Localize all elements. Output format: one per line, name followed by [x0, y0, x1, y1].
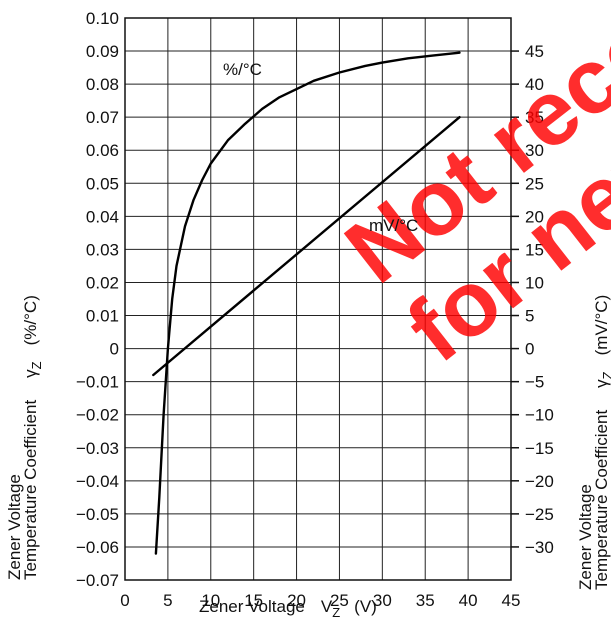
- right-y-tick-label: 10: [525, 273, 544, 292]
- chart-grid: [124, 17, 512, 581]
- left-y-tick-label: 0.10: [86, 9, 119, 28]
- right-y-tick-label: 25: [525, 174, 544, 193]
- series-line-mv: [152, 115, 461, 377]
- right-y-tick-label: −5: [525, 373, 544, 392]
- left-axis-title-line-2: Temperature Coefficient γZ (%/°C): [21, 295, 44, 580]
- series-label-mv: mV/°C: [369, 216, 418, 235]
- x-tick-label: 0: [120, 591, 129, 610]
- left-axis-title-line-1: Zener Voltage: [5, 474, 24, 580]
- left-y-tick-label: 0.07: [86, 108, 119, 127]
- right-axis-title-subscript: Z: [600, 371, 611, 379]
- right-y-tick-label: −25: [525, 505, 554, 524]
- x-tick-label: 45: [502, 591, 521, 610]
- left-y-tick-label: 0.06: [86, 141, 119, 160]
- right-y-tick-label: 0: [525, 340, 534, 359]
- right-y-tick-label: 15: [525, 240, 544, 259]
- x-tick-label: 25: [330, 591, 349, 610]
- left-y-tick-label: 0.03: [86, 240, 119, 259]
- left-axis-title-text: Temperature Coefficient: [21, 400, 40, 580]
- right-y-tick-label: 45: [525, 42, 544, 61]
- right-y-tick-label: 20: [525, 207, 544, 226]
- watermark: Not recommended for new design: [327, 0, 611, 382]
- x-axis-title-unit: (V): [354, 597, 377, 616]
- x-axis-ticks: 0 5 10 15 20 25 30 35 40 45: [120, 591, 520, 610]
- left-y-tick-label: −0.04: [76, 472, 119, 491]
- left-y-tick-label: −0.06: [76, 538, 119, 557]
- right-y-tick-label: 30: [525, 141, 544, 160]
- right-axis-title-symbol: γ: [592, 379, 611, 388]
- left-y-tick-label: 0: [110, 340, 119, 359]
- x-tick-label: 5: [163, 591, 172, 610]
- left-axis-title-subscript: Z: [29, 361, 44, 369]
- left-y-tick-label: −0.01: [76, 373, 119, 392]
- right-y-tick-label: 35: [525, 108, 544, 127]
- x-tick-label: 10: [201, 591, 220, 610]
- left-axis-title-unit: (%/°C): [21, 295, 40, 345]
- right-y-tick-label: −20: [525, 472, 554, 491]
- right-axis-title-text: Temperature Coefficient: [592, 410, 611, 590]
- left-y-tick-label: 0.01: [86, 307, 119, 326]
- right-axis-ticks: 45 40 35 30 25 20 15 10 5 0 −5 −10 −15 −20 −25 −30: [511, 42, 554, 557]
- plot-frame: [124, 17, 512, 581]
- right-axis-title-line-2: Temperature Coefficient γZ (mV/°C): [592, 295, 611, 590]
- left-y-tick-label: −0.05: [76, 505, 119, 524]
- left-axis-title: Zener Voltage Temperature Coefficient γZ (…: [5, 295, 44, 580]
- series-label-percent: %/°C: [223, 60, 262, 79]
- x-tick-label: 30: [373, 591, 392, 610]
- x-tick-label: 40: [459, 591, 478, 610]
- right-y-tick-label: −30: [525, 538, 554, 557]
- series-lines: [152, 51, 461, 555]
- x-axis-title-text: Zener Voltage: [199, 597, 305, 616]
- left-y-tick-label: −0.07: [76, 571, 119, 590]
- x-axis-title-symbol: V: [321, 597, 333, 616]
- x-tick-label: 35: [416, 591, 435, 610]
- left-y-tick-label: 0.05: [86, 174, 119, 193]
- right-y-tick-label: 40: [525, 75, 544, 94]
- right-y-tick-label: 5: [525, 307, 534, 326]
- right-axis-title-unit: (mV/°C): [592, 295, 611, 356]
- series-line-percent: [154, 51, 461, 555]
- left-y-tick-label: −0.02: [76, 406, 119, 425]
- left-axis-ticks: 0.10 0.09 0.08 0.07 0.06 0.05 0.04 0.03 0.02 0.01…: [76, 9, 119, 590]
- right-axis-title: Zener Voltage Temperature Coefficient γZ (…: [576, 295, 611, 590]
- left-y-tick-label: 0.08: [86, 75, 119, 94]
- left-y-tick-label: 0.04: [86, 207, 119, 226]
- x-tick-label: 20: [287, 591, 306, 610]
- left-y-tick-label: −0.03: [76, 439, 119, 458]
- left-y-tick-label: 0.09: [86, 42, 119, 61]
- right-y-tick-label: −15: [525, 439, 554, 458]
- x-tick-label: 15: [244, 591, 263, 610]
- left-y-tick-label: 0.02: [86, 273, 119, 292]
- right-axis-title-line-1: Zener Voltage: [576, 484, 595, 590]
- x-axis-title-subscript: Z: [332, 605, 340, 620]
- left-axis-title-symbol: γ: [21, 369, 40, 378]
- right-y-tick-label: −10: [525, 406, 554, 425]
- x-axis-title: Zener Voltage VZ (V): [199, 597, 377, 620]
